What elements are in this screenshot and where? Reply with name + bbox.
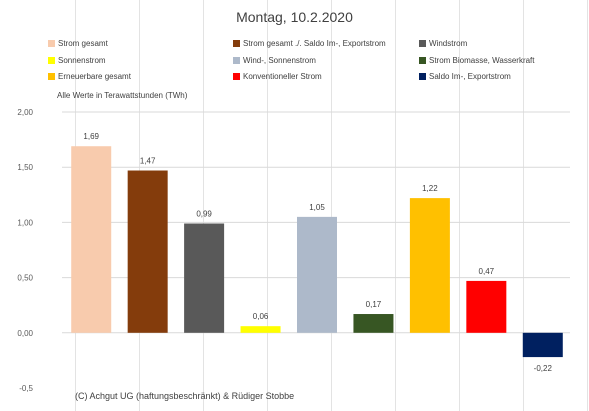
legend-label: Strom gesamt <box>58 39 108 48</box>
legend-label: Sonnenstrom <box>58 56 106 65</box>
legend-item: Windstrom <box>419 39 467 48</box>
sheet-gridline <box>267 0 268 411</box>
legend-label: Konventioneller Strom <box>243 72 322 81</box>
sheet-gridline <box>523 0 524 411</box>
legend-item: Strom Biomasse, Wasserkraft <box>419 56 535 65</box>
legend-swatch <box>419 73 426 80</box>
y-tick-label: 0,50 <box>17 274 33 283</box>
unit-note: Alle Werte in Terawattstunden (TWh) <box>57 91 188 100</box>
legend-swatch <box>419 40 426 47</box>
legend-label: Wind-, Sonnenstrom <box>243 56 316 65</box>
bar <box>297 216 337 333</box>
legend-label: Windstrom <box>429 39 468 48</box>
data-label: 0,17 <box>366 300 382 309</box>
legend-item: Saldo Im-, Exportstrom <box>419 72 511 81</box>
data-label: 0,99 <box>196 210 212 219</box>
data-label: 1,22 <box>422 184 438 193</box>
legend-item: Strom gesamt <box>48 39 108 48</box>
sheet-gridline <box>587 0 588 411</box>
y-tick-label: 0,00 <box>17 329 33 338</box>
sheet-gridline <box>203 0 204 411</box>
bar <box>71 146 112 333</box>
legend-swatch <box>48 40 55 47</box>
y-tick-label: 1,00 <box>17 218 33 227</box>
legend-label: Strom gesamt ./. Saldo Im-, Exportstrom <box>243 39 386 48</box>
legend-swatch <box>48 73 55 80</box>
copyright-text: (C) Achgut UG (haftungsbeschränkt) & Rüd… <box>75 391 295 401</box>
legend-label: Erneuerbare gesamt <box>58 72 131 81</box>
data-label: 1,47 <box>140 157 156 166</box>
y-tick-label: 1,50 <box>17 163 33 172</box>
legend-swatch <box>233 57 240 64</box>
bar <box>522 332 563 358</box>
chart-title: Montag, 10.2.2020 <box>236 9 353 25</box>
legend-label: Strom Biomasse, Wasserkraft <box>429 56 535 65</box>
legend-item: Wind-, Sonnenstrom <box>233 56 316 65</box>
bar <box>240 326 281 333</box>
bar <box>466 280 507 333</box>
legend-swatch <box>48 57 55 64</box>
sheet-gridline <box>459 0 460 411</box>
data-label: 0,06 <box>253 312 269 321</box>
sheet-gridline <box>395 0 396 411</box>
sheet-gridline <box>331 0 332 411</box>
legend-label: Saldo Im-, Exportstrom <box>429 72 511 81</box>
data-label: 0,47 <box>479 267 495 276</box>
legend-item: Sonnenstrom <box>48 56 106 65</box>
data-label: 1,69 <box>83 132 99 141</box>
legend-swatch <box>233 73 240 80</box>
legend-swatch <box>419 57 426 64</box>
legend-item: Erneuerbare gesamt <box>48 72 131 81</box>
bar <box>184 223 225 333</box>
bar <box>353 314 394 333</box>
data-label: 1,05 <box>309 203 325 212</box>
bar <box>127 170 168 333</box>
legend-item: Konventioneller Strom <box>233 72 322 81</box>
legend-item: Strom gesamt ./. Saldo Im-, Exportstrom <box>233 39 386 48</box>
data-label: -0,22 <box>534 364 553 373</box>
y-tick-label: -0,5 <box>19 384 33 393</box>
bar <box>409 198 450 333</box>
y-tick-label: 2,00 <box>17 108 33 117</box>
legend-swatch <box>233 40 240 47</box>
